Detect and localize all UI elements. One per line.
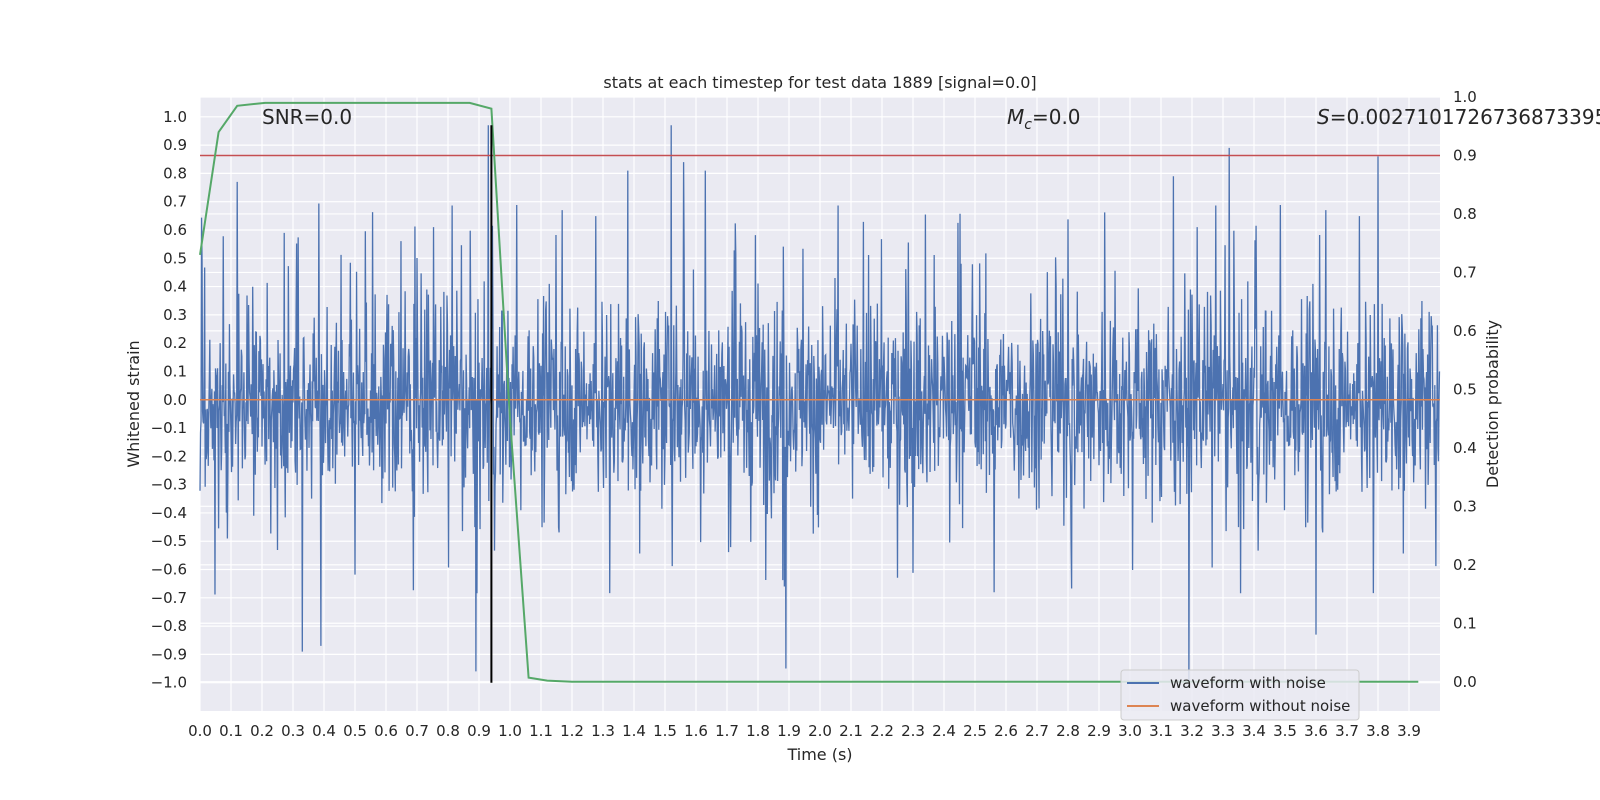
y-tick-label: 0.7 (163, 193, 187, 211)
s-value: =0.0027101726736873395 (1330, 105, 1600, 129)
y-axis-label: Whitened strain (124, 340, 143, 467)
x-tick-label: 3.9 (1397, 722, 1421, 740)
y-tick-label: −0.7 (151, 589, 187, 607)
y-tick-label: 0.0 (163, 391, 187, 409)
noise-trace (199, 125, 1441, 683)
x-tick-label: 3.2 (1180, 722, 1204, 740)
y2-tick-label: 0.8 (1453, 205, 1477, 223)
x-tick-label: 3.8 (1366, 722, 1390, 740)
y2-axis-label: Detection probability (1483, 320, 1502, 488)
y-tick-labels: 1.0 0.9 0.8 0.7 0.6 0.5 0.4 0.3 0.2 0.1 0.0 −0.1 −0.… (151, 108, 187, 692)
y-tick-label: −0.1 (151, 419, 187, 437)
x-tick-label: 0.9 (467, 722, 491, 740)
chirp-mass-subscript: c (1024, 117, 1032, 133)
y-tick-label: −1.0 (151, 674, 187, 692)
x-tick-label: 0.5 (343, 722, 367, 740)
y-tick-label: 0.9 (163, 136, 187, 154)
legend-box (1120, 669, 1360, 721)
x-tick-label: 1.1 (529, 722, 553, 740)
y2-tick-label: 0.7 (1453, 263, 1477, 281)
x-tick-label: 2.1 (839, 722, 863, 740)
y2-tick-label: 0.5 (1453, 380, 1477, 398)
y2-tick-label: 0.4 (1453, 439, 1477, 457)
y-tick-label: 0.8 (163, 164, 187, 182)
x-tick-label: 0.7 (405, 722, 429, 740)
x-tick-label: 1.4 (622, 722, 646, 740)
x-tick-label: 1.8 (746, 722, 770, 740)
x-tick-label: 1.2 (560, 722, 584, 740)
x-tick-label: 2.8 (1056, 722, 1080, 740)
chart-title: stats at each timestep for test data 188… (603, 73, 1036, 92)
chirp-mass-value: =0.0 (1032, 105, 1081, 129)
x-tick-label: 0.8 (436, 722, 460, 740)
x-tick-label: 2.2 (870, 722, 894, 740)
x-tick-label: 3.0 (1118, 722, 1142, 740)
x-tick-label: 0.3 (281, 722, 305, 740)
chirp-mass-annotation: Mc=0.0 (1007, 105, 1081, 133)
x-tick-label: 3.3 (1211, 722, 1235, 740)
x-tick-label: 1.0 (498, 722, 522, 740)
y-tick-label: 0.4 (163, 278, 187, 296)
x-tick-label: 1.3 (591, 722, 615, 740)
y-tick-label: 0.6 (163, 221, 187, 239)
x-tick-label: 2.0 (808, 722, 832, 740)
y-tick-label: 0.2 (163, 334, 187, 352)
x-tick-label: 2.7 (1025, 722, 1049, 740)
x-tick-label: 0.6 (374, 722, 398, 740)
x-tick-label: 1.6 (684, 722, 708, 740)
y2-tick-labels: 1.0 0.9 0.8 0.7 0.6 0.5 0.4 0.3 0.2 0.1 0.0 (1453, 88, 1477, 691)
legend: waveform with noise waveform without noi… (1120, 669, 1360, 721)
x-tick-label: 2.5 (963, 722, 987, 740)
y-tick-label: 0.3 (163, 306, 187, 324)
y2-tick-label: 0.9 (1453, 146, 1477, 164)
y2-tick-label: 1.0 (1453, 88, 1477, 106)
y2-tick-label: 0.3 (1453, 497, 1477, 515)
x-tick-label: 1.7 (715, 722, 739, 740)
chirp-mass-symbol: M (1007, 105, 1024, 129)
s-symbol: S (1317, 105, 1330, 129)
y2-tick-label: 0.1 (1453, 614, 1477, 632)
y-tick-label: 0.1 (163, 362, 187, 380)
x-tick-label: 2.4 (932, 722, 956, 740)
s-annotation: S=0.0027101726736873395 (1317, 105, 1600, 129)
x-tick-label: 3.1 (1149, 722, 1173, 740)
x-tick-label: 0.1 (219, 722, 243, 740)
y-tick-label: −0.4 (151, 504, 187, 522)
x-tick-label: 3.5 (1273, 722, 1297, 740)
x-tick-label: 3.4 (1242, 722, 1266, 740)
y-tick-label: −0.5 (151, 532, 187, 550)
x-tick-label: 0.4 (312, 722, 336, 740)
x-tick-label: 0.2 (250, 722, 274, 740)
y-tick-label: −0.8 (151, 617, 187, 635)
x-tick-label: 2.6 (994, 722, 1018, 740)
y-tick-label: −0.3 (151, 476, 187, 494)
x-tick-label: 1.5 (653, 722, 677, 740)
x-tick-label: 2.9 (1087, 722, 1111, 740)
legend-label-clean: waveform without noise (1170, 697, 1350, 715)
series-detection-probability (199, 101, 1419, 683)
x-tick-label: 3.6 (1304, 722, 1328, 740)
y-tick-label: 0.5 (163, 249, 187, 267)
y2-tick-label: 0.2 (1453, 556, 1477, 574)
y-tick-label: −0.9 (151, 645, 187, 663)
y2-tick-label: 0.0 (1453, 673, 1477, 691)
y-tick-label: −0.6 (151, 561, 187, 579)
x-tick-label: 3.7 (1335, 722, 1359, 740)
legend-label-noise: waveform with noise (1170, 674, 1326, 692)
x-tick-labels: 0.0 0.1 0.2 0.3 0.4 0.5 0.6 0.7 0.8 0.9 1.0 1.1 1.2 1… (188, 722, 1421, 740)
y-tick-label: −0.2 (151, 447, 187, 465)
series-waveform-with-noise (199, 125, 1441, 683)
x-tick-label: 0.0 (188, 722, 212, 740)
x-tick-label: 2.3 (901, 722, 925, 740)
snr-annotation: SNR=0.0 (262, 105, 352, 129)
x-tick-label: 1.9 (777, 722, 801, 740)
x-axis-label: Time (s) (786, 745, 852, 764)
y2-tick-label: 0.6 (1453, 322, 1477, 340)
y-tick-label: 1.0 (163, 108, 187, 126)
